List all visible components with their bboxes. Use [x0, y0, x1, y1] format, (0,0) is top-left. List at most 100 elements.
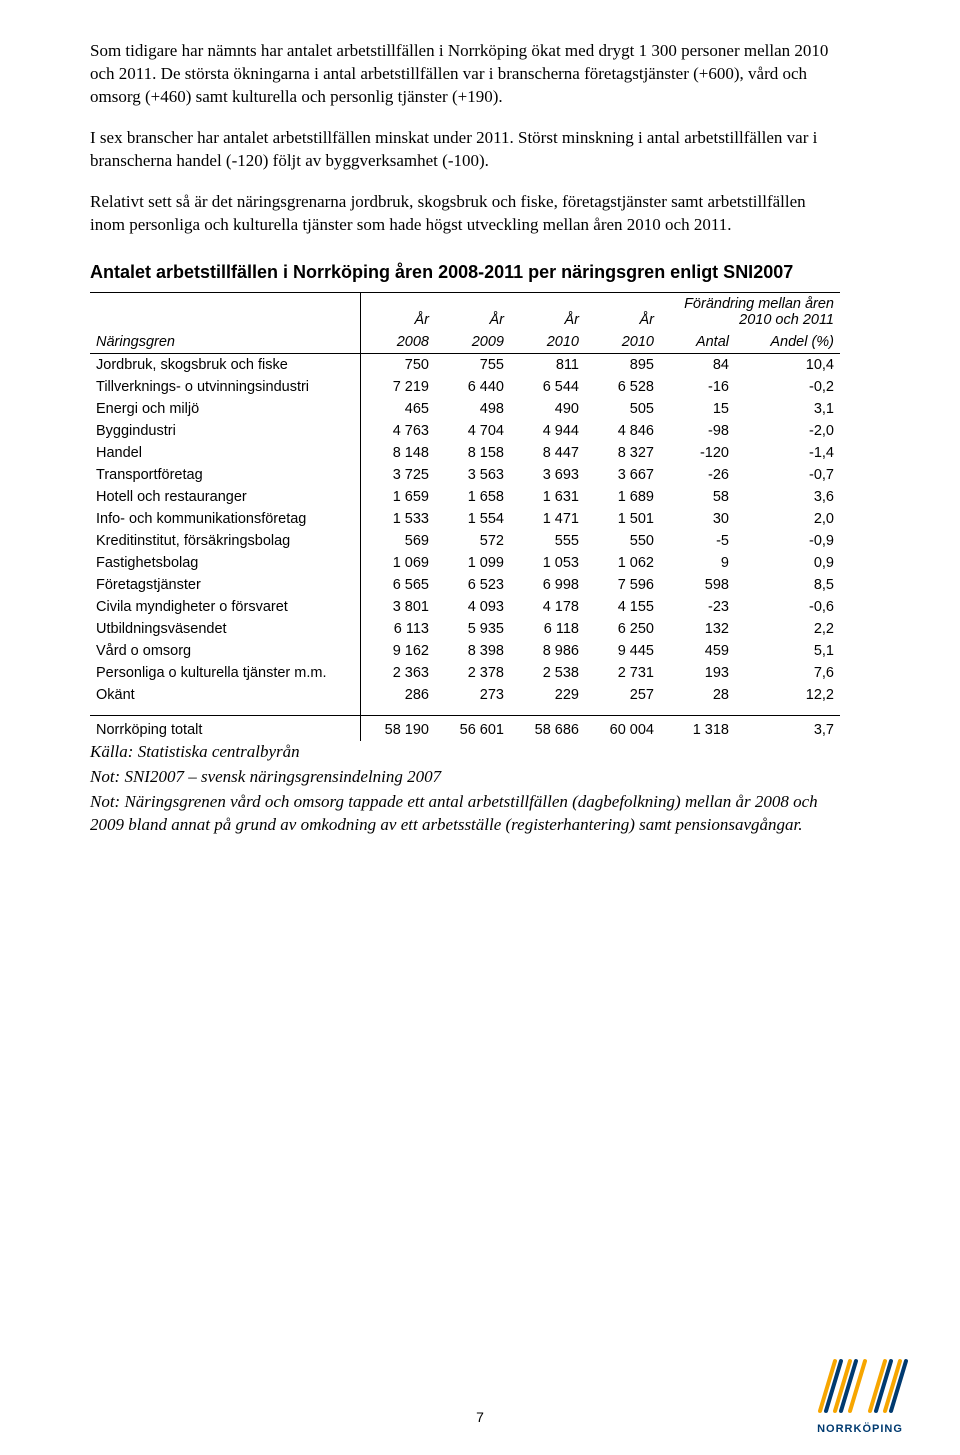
- row-value: 505: [585, 398, 660, 420]
- row-value: 6 528: [585, 376, 660, 398]
- total-value: 56 601: [435, 716, 510, 742]
- row-value: 3 725: [360, 464, 435, 486]
- row-value: 6 440: [435, 376, 510, 398]
- header-2010a: 2010: [510, 331, 585, 354]
- row-value: 1 631: [510, 486, 585, 508]
- row-value: 498: [435, 398, 510, 420]
- row-value: 1 053: [510, 552, 585, 574]
- row-value: 2,0: [735, 508, 840, 530]
- row-label: Hotell och restauranger: [90, 486, 360, 508]
- table-row: Info- och kommunikationsföretag1 5331 55…: [90, 508, 840, 530]
- row-value: 6 565: [360, 574, 435, 596]
- table-row: Personliga o kulturella tjänster m.m.2 3…: [90, 662, 840, 684]
- row-value: 750: [360, 353, 435, 376]
- row-value: 1 689: [585, 486, 660, 508]
- row-value: 6 118: [510, 618, 585, 640]
- row-value: 550: [585, 530, 660, 552]
- row-value: 755: [435, 353, 510, 376]
- row-value: 459: [660, 640, 735, 662]
- header-year-2: År: [435, 292, 510, 331]
- table-row: Byggindustri4 7634 7044 9444 846-98-2,0: [90, 420, 840, 442]
- header-year-4: År: [585, 292, 660, 331]
- paragraph-1: Som tidigare har nämnts har antalet arbe…: [90, 40, 840, 109]
- total-value: 58 686: [510, 716, 585, 742]
- row-value: 2 731: [585, 662, 660, 684]
- row-value: -2,0: [735, 420, 840, 442]
- row-value: 12,2: [735, 684, 840, 706]
- row-value: 5,1: [735, 640, 840, 662]
- row-value: 132: [660, 618, 735, 640]
- row-value: 9 445: [585, 640, 660, 662]
- total-value: 58 190: [360, 716, 435, 742]
- row-value: 257: [585, 684, 660, 706]
- note-source: Källa: Statistiska centralbyrån: [90, 741, 840, 764]
- row-value: -0,7: [735, 464, 840, 486]
- row-value: 4 178: [510, 596, 585, 618]
- row-value: 465: [360, 398, 435, 420]
- row-value: 84: [660, 353, 735, 376]
- norrkoping-logo: NORRKÖPING: [800, 1351, 920, 1435]
- row-value: -120: [660, 442, 735, 464]
- row-value: -26: [660, 464, 735, 486]
- table-row: Kreditinstitut, försäkringsbolag56957255…: [90, 530, 840, 552]
- row-value: 7 596: [585, 574, 660, 596]
- row-value: 1 501: [585, 508, 660, 530]
- row-value: 4 155: [585, 596, 660, 618]
- paragraph-3: Relativt sett så är det näringsgrenarna …: [90, 191, 840, 237]
- paragraph-2: I sex branscher har antalet arbetstillfä…: [90, 127, 840, 173]
- row-value: 6 544: [510, 376, 585, 398]
- row-value: 1 658: [435, 486, 510, 508]
- row-value: 2 363: [360, 662, 435, 684]
- row-value: 8 148: [360, 442, 435, 464]
- row-label: Jordbruk, skogsbruk och fiske: [90, 353, 360, 376]
- header-year-1: År: [360, 292, 435, 331]
- row-label: Civila myndigheter o försvaret: [90, 596, 360, 618]
- row-value: 286: [360, 684, 435, 706]
- table-row: Hotell och restauranger1 6591 6581 6311 …: [90, 486, 840, 508]
- header-andel: Andel (%): [735, 331, 840, 354]
- table-row: Okänt2862732292572812,2: [90, 684, 840, 706]
- row-value: 2 538: [510, 662, 585, 684]
- row-value: 6 998: [510, 574, 585, 596]
- row-value: 3 801: [360, 596, 435, 618]
- row-value: -5: [660, 530, 735, 552]
- row-value: 3 693: [510, 464, 585, 486]
- row-value: 0,9: [735, 552, 840, 574]
- total-value: 1 318: [660, 716, 735, 742]
- total-value: 3,7: [735, 716, 840, 742]
- table-row: Vård o omsorg9 1628 3988 9869 4454595,1: [90, 640, 840, 662]
- data-table: År År År År Förändring mellan åren 2010 …: [90, 292, 840, 742]
- row-value: -23: [660, 596, 735, 618]
- logo-text: NORRKÖPING: [800, 1423, 920, 1435]
- row-value: 6 113: [360, 618, 435, 640]
- row-value: 4 093: [435, 596, 510, 618]
- row-value: 28: [660, 684, 735, 706]
- row-label: Tillverknings- o utvinningsindustri: [90, 376, 360, 398]
- total-value: 60 004: [585, 716, 660, 742]
- row-value: 598: [660, 574, 735, 596]
- row-value: 8 986: [510, 640, 585, 662]
- header-2008: 2008: [360, 331, 435, 354]
- row-value: 1 069: [360, 552, 435, 574]
- row-value: 7 219: [360, 376, 435, 398]
- row-value: 6 523: [435, 574, 510, 596]
- row-value: 7,6: [735, 662, 840, 684]
- row-value: 30: [660, 508, 735, 530]
- note-vard: Not: Näringsgrenen vård och omsorg tappa…: [90, 791, 840, 837]
- row-value: 569: [360, 530, 435, 552]
- row-value: -98: [660, 420, 735, 442]
- row-label: Fastighetsbolag: [90, 552, 360, 574]
- row-value: 490: [510, 398, 585, 420]
- row-value: 8 158: [435, 442, 510, 464]
- row-value: 895: [585, 353, 660, 376]
- row-value: 3 563: [435, 464, 510, 486]
- header-2009: 2009: [435, 331, 510, 354]
- table-row: Handel8 1488 1588 4478 327-120-1,4: [90, 442, 840, 464]
- row-value: 2 378: [435, 662, 510, 684]
- row-value: 4 944: [510, 420, 585, 442]
- table-notes: Källa: Statistiska centralbyrån Not: SNI…: [90, 741, 840, 837]
- table-row: Energi och miljö465498490505153,1: [90, 398, 840, 420]
- row-value: 4 704: [435, 420, 510, 442]
- row-value: 229: [510, 684, 585, 706]
- total-label: Norrköping totalt: [90, 716, 360, 742]
